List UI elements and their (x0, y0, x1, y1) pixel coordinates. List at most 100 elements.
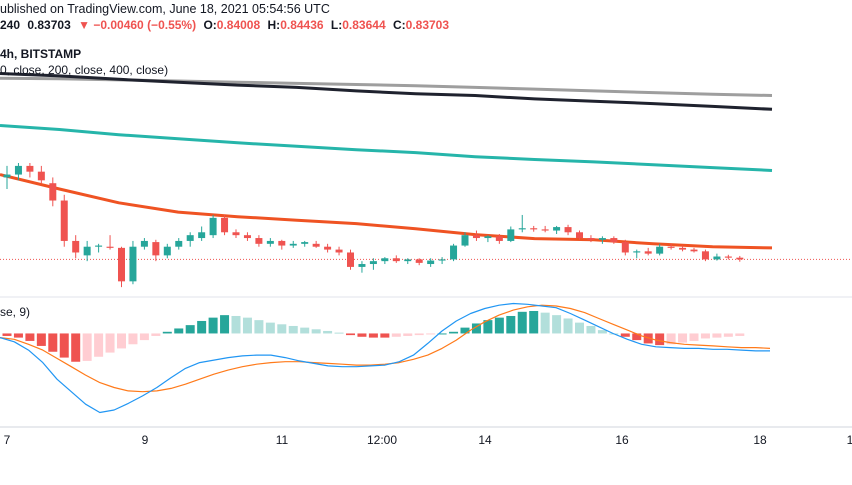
change-arrow-icon: ▼ (78, 18, 90, 32)
macd-histogram-bar (105, 333, 115, 353)
macd-histogram-bar (13, 333, 23, 338)
candle-body (656, 246, 664, 254)
macd-histogram-bar (185, 325, 195, 334)
low-value: 0.83644 (342, 18, 386, 32)
candle-body (37, 171, 45, 181)
macd-histogram-bar (36, 333, 46, 346)
close-value: 0.83703 (405, 18, 450, 32)
candle-body (278, 240, 286, 246)
x-axis-label: 14 (478, 433, 492, 447)
macd-histogram-bar (48, 333, 58, 352)
macd-histogram-bar (700, 333, 710, 339)
candle-body (587, 238, 595, 240)
macd-histogram-bar (517, 311, 527, 334)
candle-body (564, 227, 572, 233)
macd-histogram-bar (174, 328, 184, 334)
candle-body (198, 232, 206, 239)
candle-body (530, 228, 538, 230)
macd-histogram-bar (597, 330, 607, 334)
candle-body (690, 249, 698, 252)
macd-histogram-bar (723, 333, 733, 337)
high-value: 0.84436 (280, 18, 324, 32)
candle-body (129, 246, 137, 282)
candle-body (186, 235, 194, 241)
candle-body (152, 242, 160, 256)
candle-body (175, 240, 183, 247)
macd-histogram-bar (300, 327, 310, 334)
macd-histogram-bar (632, 333, 642, 341)
macd-histogram-bar (71, 333, 81, 362)
candle-body (679, 247, 687, 250)
macd-histogram-bar (494, 317, 504, 334)
macd-histogram-bar (139, 333, 149, 341)
macd-histogram-bar (288, 325, 298, 334)
macd-histogram-bar (689, 333, 699, 341)
candle-body (369, 261, 377, 265)
candle-body (484, 236, 492, 239)
macd-histogram-bar (380, 333, 390, 338)
macd-histogram-bar (220, 315, 230, 334)
x-axis-label: 12:00 (366, 433, 398, 447)
macd-legend: se, 9) (0, 305, 31, 319)
x-axis-label: 9 (141, 433, 149, 447)
macd-histogram-bar (529, 310, 539, 334)
candle-body (324, 246, 332, 250)
open-value: 0.84008 (216, 18, 261, 32)
candle-body (736, 257, 744, 260)
candle-body (118, 247, 125, 282)
candle-body (140, 240, 148, 247)
candle-body (427, 260, 435, 265)
candle-body (3, 174, 11, 178)
macd-histogram-bar (277, 324, 287, 334)
macd-histogram-bar (2, 333, 12, 336)
macd-histogram-bar (483, 320, 493, 334)
macd-line (0, 302, 770, 414)
macd-histogram-bar (575, 322, 584, 334)
macd-histogram-bar (82, 333, 92, 361)
macd-histogram-bar (552, 315, 562, 334)
candle-body (347, 252, 354, 267)
macd-histogram-bar (540, 312, 550, 334)
candle-body (255, 238, 263, 244)
macd-histogram-bar (678, 333, 688, 343)
candle-body (633, 251, 641, 253)
macd-histogram-bar (323, 330, 333, 334)
candle-body (232, 232, 240, 236)
macd-histogram-bar (712, 333, 722, 338)
x-axis-label: 16 (615, 433, 629, 447)
candle-body (26, 165, 34, 172)
close-label: C: (392, 18, 406, 32)
candle-body (312, 243, 320, 247)
candle-body (461, 235, 469, 246)
candle-body (438, 259, 446, 261)
candle-body (209, 217, 217, 236)
macd-histogram-bar (117, 333, 126, 349)
candle-body (518, 228, 526, 230)
macd-histogram-bar (391, 333, 401, 337)
macd-histogram-bar (460, 327, 470, 334)
candle-body (106, 246, 114, 248)
candle-body (576, 232, 583, 239)
interval-label: 240 (0, 18, 21, 32)
candle-body (450, 245, 458, 260)
candle-body (472, 235, 480, 239)
macd-histogram-bar (414, 333, 424, 336)
ma-50-line (0, 173, 773, 250)
macd-histogram-bar (471, 323, 481, 334)
candle-body (335, 249, 343, 253)
candle-body (301, 242, 309, 244)
last-price: 0.83703 (27, 18, 71, 32)
macd-histogram-bar (586, 325, 596, 334)
candle-body (163, 246, 171, 256)
candle-body (507, 229, 515, 241)
macd-histogram-bar (620, 333, 630, 337)
candle-body (381, 258, 389, 262)
macd-histogram-bar (151, 333, 161, 336)
macd-histogram-bar (368, 333, 378, 338)
macd-histogram-bar (197, 320, 207, 334)
macd-histogram-bar (162, 331, 172, 334)
moving-averages-legend: 0, close, 200, close, 400, close) (0, 63, 169, 77)
candle-body (713, 256, 721, 260)
candle-body (60, 200, 68, 241)
